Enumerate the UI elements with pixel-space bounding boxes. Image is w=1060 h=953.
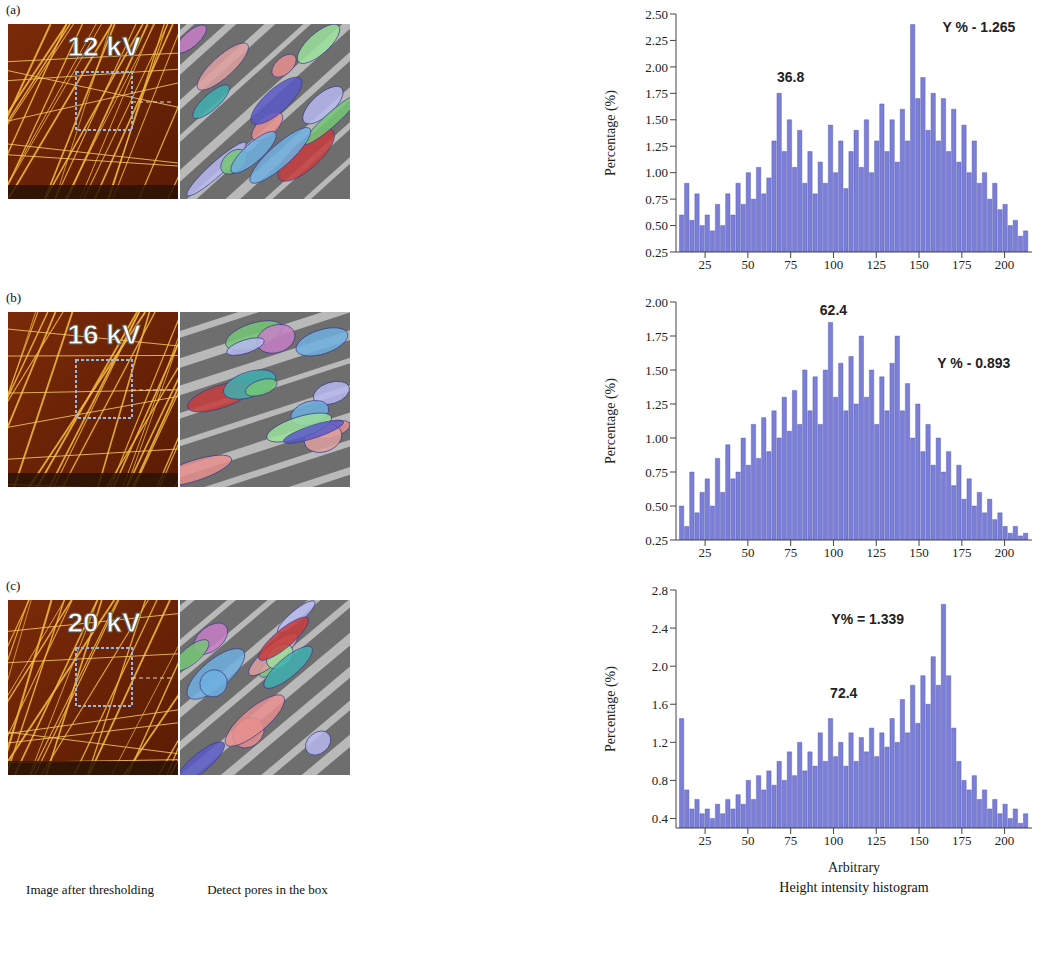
svg-text:0.75: 0.75 xyxy=(645,192,668,207)
svg-text:75: 75 xyxy=(784,833,797,848)
svg-text:36.8: 36.8 xyxy=(777,69,804,85)
svg-text:16 kV: 16 kV xyxy=(67,319,140,350)
svg-text:0.25: 0.25 xyxy=(645,533,668,548)
svg-text:100: 100 xyxy=(824,545,844,560)
svg-text:0.50: 0.50 xyxy=(645,499,668,514)
svg-text:75: 75 xyxy=(784,545,797,560)
svg-text:25: 25 xyxy=(699,257,712,272)
svg-text:150: 150 xyxy=(909,257,929,272)
svg-text:1.00: 1.00 xyxy=(645,431,668,446)
svg-text:Y% = 1.339: Y% = 1.339 xyxy=(831,611,904,627)
svg-text:125: 125 xyxy=(867,257,887,272)
svg-text:0.4: 0.4 xyxy=(652,811,669,826)
svg-text:0.8: 0.8 xyxy=(652,773,668,788)
html-text:Detect pores in the box: Detect pores in the box xyxy=(207,882,328,897)
svg-text:25: 25 xyxy=(699,545,712,560)
svg-text:Y % - 1.265: Y % - 1.265 xyxy=(942,19,1015,35)
svg-text:1.50: 1.50 xyxy=(645,363,668,378)
svg-text:1.2: 1.2 xyxy=(652,735,668,750)
svg-text:50: 50 xyxy=(741,545,754,560)
svg-text:Arbitrary: Arbitrary xyxy=(828,860,880,875)
svg-text:2.0: 2.0 xyxy=(652,659,668,674)
svg-text:1.00: 1.00 xyxy=(645,165,668,180)
svg-text:1.25: 1.25 xyxy=(645,397,668,412)
svg-text:50: 50 xyxy=(741,257,754,272)
html-text:Image after thresholding: Image after thresholding xyxy=(26,882,154,897)
svg-text:125: 125 xyxy=(867,545,887,560)
svg-text:Percentage (%): Percentage (%) xyxy=(603,666,619,752)
svg-text:2.8: 2.8 xyxy=(652,583,668,598)
svg-text:Percentage (%): Percentage (%) xyxy=(603,90,619,176)
svg-text:50: 50 xyxy=(741,833,754,848)
svg-text:72.4: 72.4 xyxy=(830,685,857,701)
svg-text:100: 100 xyxy=(824,257,844,272)
svg-text:175: 175 xyxy=(952,833,972,848)
svg-text:2.00: 2.00 xyxy=(645,60,668,75)
svg-text:150: 150 xyxy=(909,545,929,560)
svg-text:75: 75 xyxy=(784,257,797,272)
svg-text:200: 200 xyxy=(995,257,1015,272)
svg-text:2.00: 2.00 xyxy=(645,295,668,310)
svg-text:Y % - 0.893: Y % - 0.893 xyxy=(937,355,1010,371)
svg-text:125: 125 xyxy=(867,833,887,848)
svg-text:200: 200 xyxy=(995,833,1015,848)
svg-text:25: 25 xyxy=(699,833,712,848)
svg-text:2.25: 2.25 xyxy=(645,33,668,48)
svg-text:1.50: 1.50 xyxy=(645,112,668,127)
html-text:Height intensity histogram: Height intensity histogram xyxy=(779,880,929,895)
svg-text:0.75: 0.75 xyxy=(645,465,668,480)
html-text:(b): (b) xyxy=(6,290,22,305)
svg-text:1.75: 1.75 xyxy=(645,86,668,101)
svg-text:Percentage (%): Percentage (%) xyxy=(603,378,619,464)
svg-text:1.75: 1.75 xyxy=(645,329,668,344)
svg-text:2.50: 2.50 xyxy=(645,7,668,22)
html-text:(a): (a) xyxy=(6,2,21,17)
svg-text:0.25: 0.25 xyxy=(645,245,668,260)
svg-text:175: 175 xyxy=(952,545,972,560)
svg-text:1.25: 1.25 xyxy=(645,139,668,154)
svg-text:175: 175 xyxy=(952,257,972,272)
html-text:(c): (c) xyxy=(6,578,21,593)
svg-text:100: 100 xyxy=(824,833,844,848)
svg-text:150: 150 xyxy=(909,833,929,848)
svg-text:12 kV: 12 kV xyxy=(67,31,140,62)
svg-text:1.6: 1.6 xyxy=(652,697,669,712)
svg-text:0.50: 0.50 xyxy=(645,218,668,233)
svg-text:2.4: 2.4 xyxy=(652,621,669,636)
svg-text:20 kV: 20 kV xyxy=(67,607,140,638)
svg-text:62.4: 62.4 xyxy=(820,302,847,318)
svg-text:200: 200 xyxy=(995,545,1015,560)
